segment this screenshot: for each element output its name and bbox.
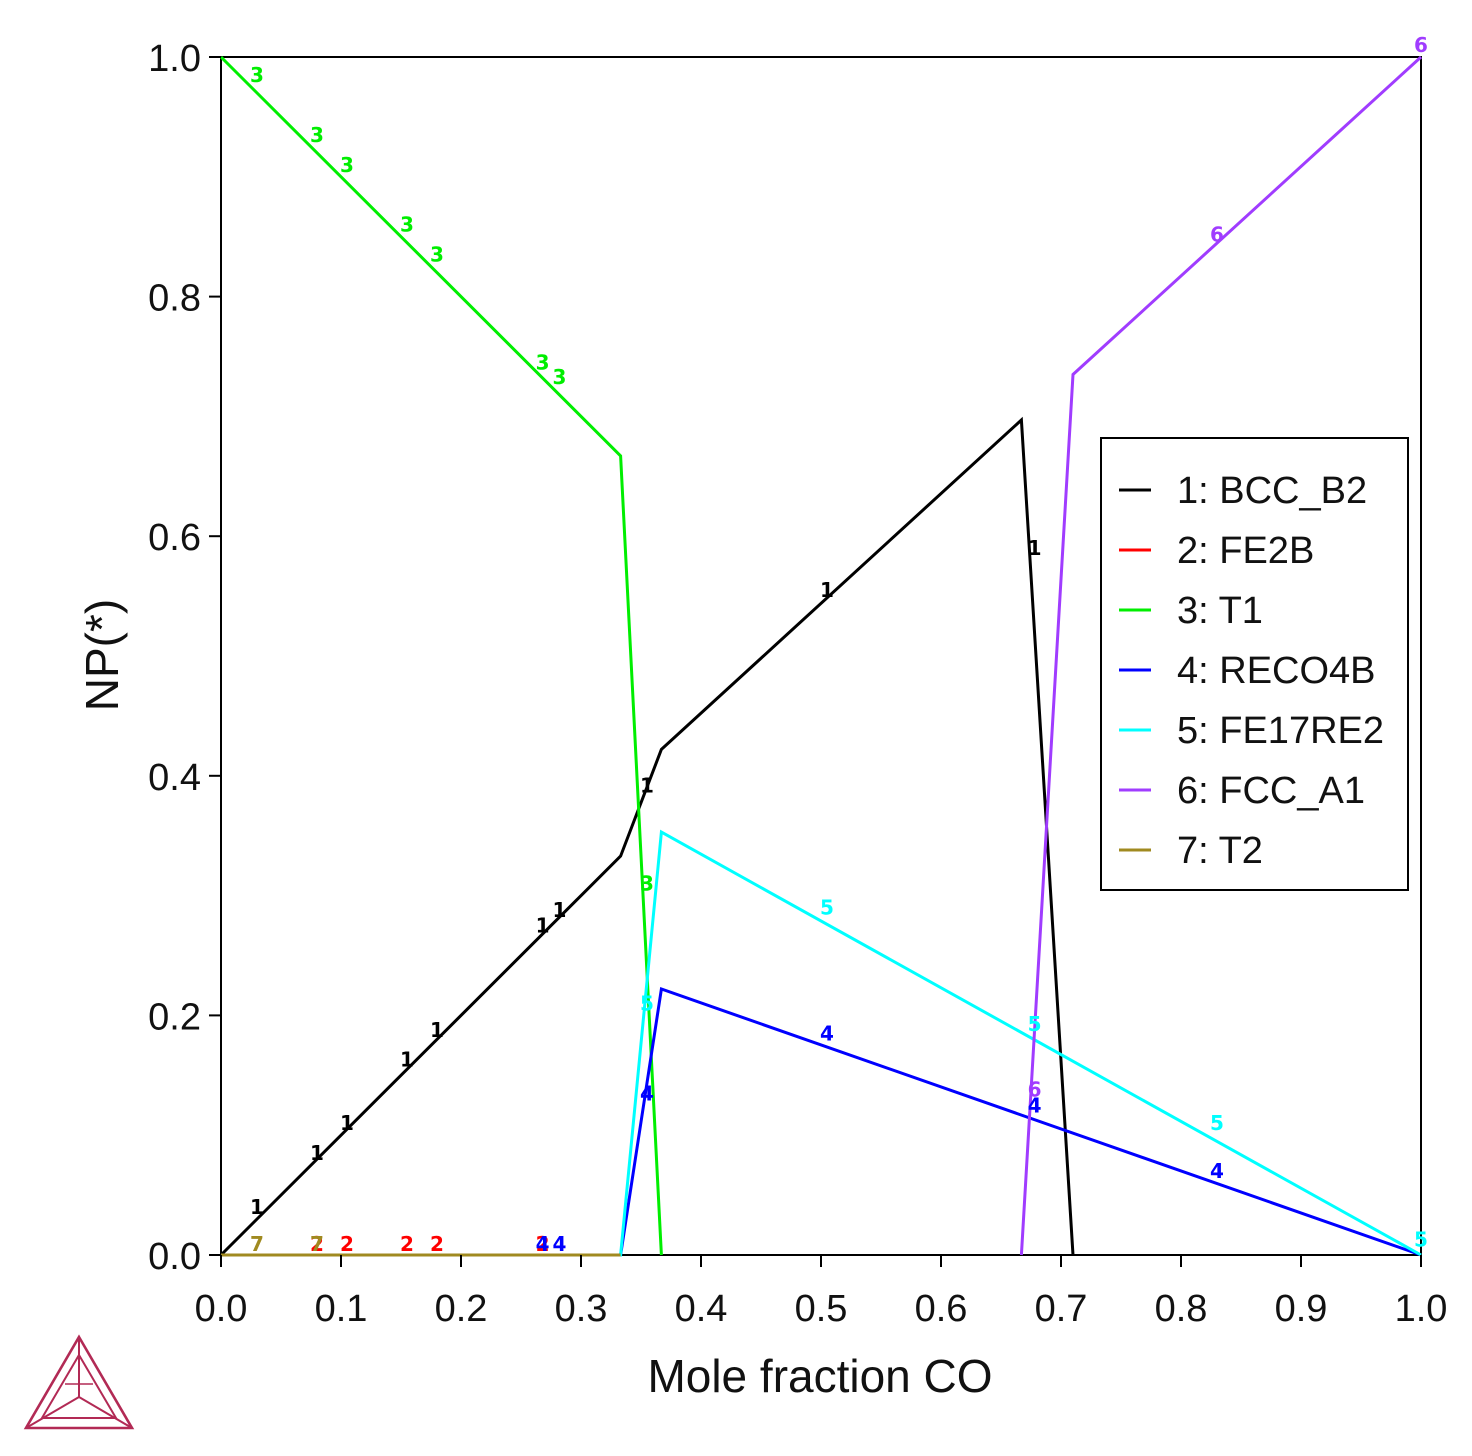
curve-label-7: 7 [250,1232,264,1256]
curve-label-1: 1 [340,1111,354,1135]
legend-entry-2: 2: FE2B [1177,530,1314,572]
legend-entry-7: 7: T2 [1177,830,1263,872]
thermo-calc-logo [23,1334,135,1430]
curve-label-5: 5 [820,896,834,920]
curve-label-3: 3 [250,63,264,87]
curve-label-3: 3 [340,153,354,177]
series-line-6 [1019,55,1423,1256]
curve-label-4: 4 [820,1021,834,1045]
curve-label-5: 5 [640,991,654,1015]
curve-label-1: 1 [552,898,566,922]
curve-label-2: 2 [536,1232,550,1256]
curve-label-4: 4 [1028,1093,1042,1117]
curve-label-2: 2 [310,1232,324,1256]
axes-layer: 0.0 0.1 0.2 0.3 0.4 0.5 0.6 0.7 0.8 0.9 1.0 0.0 0.2 0… [148,38,1447,1330]
x-tick-label: 0.6 [915,1288,968,1330]
series-line-1 [219,416,1075,1257]
curve-label-5: 5 [1210,1111,1224,1135]
y-axis-title: NP(*) [76,599,128,711]
y-tick-label: 0.4 [148,757,201,799]
curve-label-5: 5 [1414,1227,1428,1251]
curve-label-2: 2 [400,1232,414,1256]
series-layer [219,55,1423,1257]
legend: 1: BCC_B2 2: FE2B 3: T1 4: RECO4B 5: FE17RE2… [1100,437,1409,891]
curve-label-1: 1 [1028,536,1042,560]
x-tick-label: 0.0 [195,1288,248,1330]
x-tick-label: 0.3 [555,1288,608,1330]
y-tick-label: 0.6 [148,517,201,559]
curve-label-4: 4 [1210,1159,1224,1183]
curve-label-4: 4 [536,1232,550,1256]
y-tick-label: 0.0 [148,1236,201,1278]
legend-entry-3: 3: T1 [1177,590,1263,632]
legend-entry-6: 6: FCC_A1 [1177,770,1365,812]
legend-box [1100,437,1409,891]
x-tick-label: 0.2 [435,1288,488,1330]
curve-label-5: 5 [1028,1012,1042,1036]
curve-label-1: 1 [310,1141,324,1165]
curve-label-4: 4 [640,1081,654,1105]
x-tick-label: 0.7 [1035,1288,1088,1330]
curve-label-3: 3 [400,213,414,237]
x-tick-label: 0.9 [1275,1288,1328,1330]
curve-label-3: 3 [640,872,654,896]
curve-label-6: 6 [1414,33,1428,57]
x-tick-label: 1.0 [1395,1288,1448,1330]
x-tick-label: 0.4 [675,1288,728,1330]
curve-label-2: 2 [430,1232,444,1256]
curve-label-2: 2 [340,1232,354,1256]
x-axis-title: Mole fraction CO [647,1350,992,1402]
x-tick-label: 0.1 [315,1288,368,1330]
legend-entry-5: 5: FE17RE2 [1177,710,1384,752]
curve-label-1: 1 [536,914,550,938]
curve-label-1: 1 [250,1195,264,1219]
curve-label-4: 4 [552,1232,566,1256]
curve-label-1: 1 [430,1018,444,1042]
curve-label-1: 1 [640,773,654,797]
curve-label-6: 6 [1028,1078,1042,1102]
y-tick-label: 0.2 [148,996,201,1038]
series-line-3 [219,55,663,1256]
curve-label-3: 3 [430,243,444,267]
curve-label-3: 3 [536,351,550,375]
legend-entry-4: 4: RECO4B [1177,650,1376,692]
curve-label-6: 6 [1210,222,1224,246]
curve-label-1: 1 [400,1048,414,1072]
curve-label-3: 3 [310,123,324,147]
legend-entry-1: 1: BCC_B2 [1177,470,1367,512]
curve-label-1: 1 [820,578,834,602]
curve-label-3: 3 [552,365,566,389]
y-tick-label: 0.8 [148,278,201,320]
x-tick-label: 0.8 [1155,1288,1208,1330]
y-tick-label: 1.0 [148,38,201,80]
x-tick-label: 0.5 [795,1288,848,1330]
curve-label-7: 7 [310,1232,324,1256]
